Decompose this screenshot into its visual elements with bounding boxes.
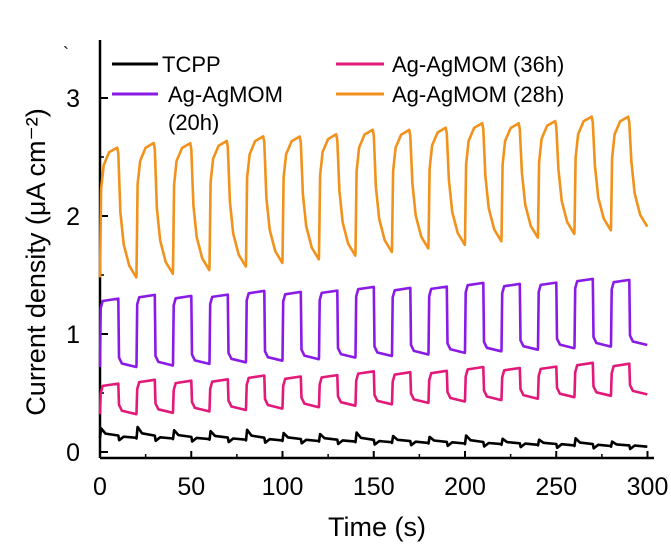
y-tick-label: 2 [66, 203, 80, 231]
legend-label-20h-cont: (20h) [168, 110, 219, 135]
y-axis-title: Current density (μA cm⁻²) [21, 108, 51, 415]
legend-label-tcpp: TCPP [162, 52, 221, 77]
stray-mark: ` [63, 44, 69, 64]
x-tick-label: 50 [177, 473, 205, 501]
x-axis-title: Time (s) [328, 512, 426, 542]
legend: TCPP Ag-AgMOM (36h) Ag-AgMOM (20h) Ag-Ag… [112, 52, 564, 135]
x-tick-label: 0 [93, 473, 107, 501]
legend-label-36h: Ag-AgMOM (36h) [392, 52, 564, 77]
x-tick-label: 150 [353, 473, 395, 501]
series-ag-agmom-28h [98, 115, 649, 279]
y-tick-label: 1 [66, 321, 80, 349]
x-tick-label: 300 [627, 473, 669, 501]
y-tick-label: 0 [66, 439, 80, 467]
x-tick-label: 200 [444, 473, 486, 501]
series-ag-agmom-20h [98, 277, 648, 369]
x-tick-label: 100 [262, 473, 304, 501]
x-tick-label: 250 [535, 473, 577, 501]
series-layer [98, 115, 649, 451]
axis-ticks: 0 50 100 150 200 250 300 0 1 2 3 [66, 85, 668, 501]
series-tcpp [98, 425, 648, 451]
legend-label-28h: Ag-AgMOM (28h) [392, 82, 564, 107]
series-ag-agmom-36h [98, 361, 648, 416]
y-tick-label: 3 [66, 85, 80, 113]
legend-label-20h: Ag-AgMOM [168, 82, 283, 107]
